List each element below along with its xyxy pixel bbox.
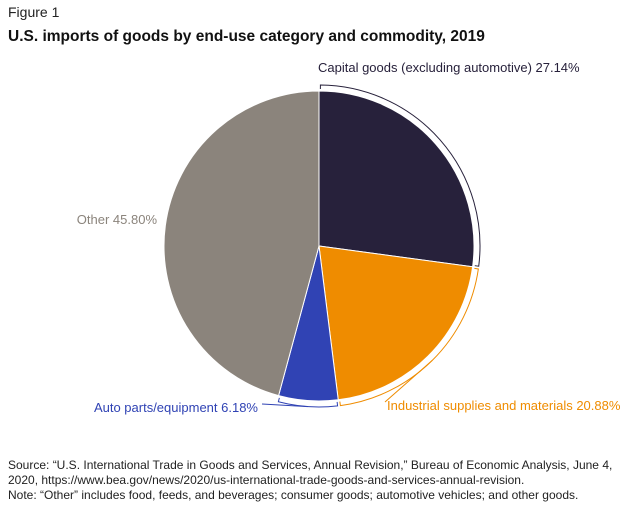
source-text: Source: “U.S. International Trade in Goo… <box>8 458 613 487</box>
leader-bracket-industrial-supplies-and-materials <box>339 267 479 407</box>
leader-lines <box>261 84 481 408</box>
slice-labels: Capital goods (excluding automotive) 27.… <box>77 60 621 415</box>
source-notes: Source: “U.S. International Trade in Goo… <box>8 458 628 503</box>
slice-label-industrial-supplies-and-materials: Industrial supplies and materials 20.88% <box>387 398 621 413</box>
slice-label-capital-goods-excluding-automotive: Capital goods (excluding automotive) 27.… <box>318 60 580 75</box>
pie-slice-capital-goods-excluding-automotive <box>318 90 475 268</box>
pie-slices <box>163 90 475 402</box>
pie-slice-industrial-supplies-and-materials <box>318 245 474 401</box>
chart-title: U.S. imports of goods by end-use categor… <box>8 28 485 45</box>
slice-label-other: Other 45.80% <box>77 212 158 227</box>
leader-line-industrial-supplies-and-materials <box>384 360 433 403</box>
pie-slice-other <box>163 90 320 397</box>
slice-label-auto-parts-equipment: Auto parts/equipment 6.18% <box>94 400 258 415</box>
figure-label: Figure 1 <box>8 4 60 20</box>
leader-line-auto-parts-equipment <box>261 403 308 408</box>
leader-bracket-capital-goods-excluding-automotive <box>319 84 481 267</box>
note-text: Note: “Other” includes food, feeds, and … <box>8 488 579 502</box>
